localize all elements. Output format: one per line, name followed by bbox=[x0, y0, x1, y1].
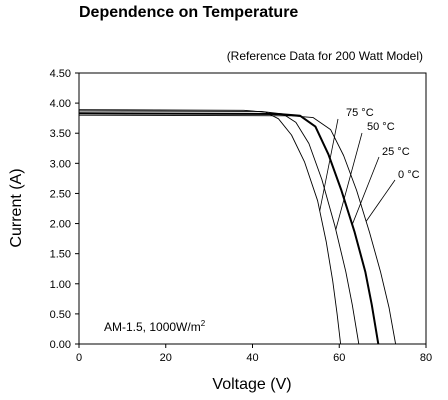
series-label: 75 °C bbox=[346, 107, 374, 119]
y-tick-label: 3.00 bbox=[50, 158, 71, 170]
y-tick-label: 0.50 bbox=[50, 309, 71, 321]
series-curve bbox=[78, 114, 397, 345]
series-curve bbox=[78, 110, 360, 345]
series-labels: 75 °C50 °C25 °C0 °C bbox=[346, 107, 420, 181]
y-tick-label: 0.00 bbox=[50, 339, 71, 351]
series-label-unit: °C bbox=[407, 169, 419, 181]
x-tick-label: 20 bbox=[160, 352, 172, 364]
series-label-value: 0 bbox=[398, 169, 407, 181]
series-leader-line bbox=[351, 156, 380, 225]
y-axis-title: Current (A) bbox=[8, 168, 25, 247]
series-label-unit: °C bbox=[361, 107, 373, 119]
y-axis-ticks: 0.00 0.50 1.00 1.50 2.00 2.50 3.00 3.50 4.00 4.50 bbox=[50, 68, 79, 351]
series-label-value: 50 bbox=[367, 121, 382, 133]
x-axis-ticks: 0 20 40 60 80 bbox=[76, 344, 432, 364]
series-label-value: 25 bbox=[382, 146, 397, 158]
chart-subtitle: (Reference Data for 200 Watt Model) bbox=[226, 49, 423, 63]
series-leader-lines bbox=[319, 118, 396, 230]
y-tick-label: 1.50 bbox=[50, 249, 71, 261]
series-label-unit: °C bbox=[397, 146, 409, 158]
series-label-value: 75 bbox=[346, 107, 361, 119]
series-label: 25 °C bbox=[382, 146, 410, 158]
y-tick-label: 2.50 bbox=[50, 188, 71, 200]
x-tick-label: 80 bbox=[420, 352, 432, 364]
y-tick-label: 4.50 bbox=[50, 68, 71, 80]
x-tick-label: 40 bbox=[246, 352, 258, 364]
series-leader-line bbox=[335, 132, 363, 230]
x-axis-title: Voltage (V) bbox=[212, 376, 291, 393]
series-leader-line bbox=[319, 118, 339, 211]
series-label: 50 °C bbox=[367, 121, 395, 133]
series-leader-line bbox=[365, 179, 396, 222]
series-label: 0 °C bbox=[398, 169, 420, 181]
condition-text: AM-1.5, 1000W/m bbox=[104, 320, 201, 334]
series-curve bbox=[78, 112, 380, 345]
series-curves bbox=[78, 109, 397, 345]
y-tick-label: 2.00 bbox=[50, 219, 71, 231]
x-tick-label: 0 bbox=[76, 352, 82, 364]
x-tick-label: 60 bbox=[333, 352, 345, 364]
y-tick-label: 3.50 bbox=[50, 128, 71, 140]
condition-annotation: AM-1.5, 1000W/m2 bbox=[104, 319, 206, 334]
chart-title: Dependence on Temperature bbox=[79, 4, 299, 21]
series-label-unit: °C bbox=[382, 121, 394, 133]
series-curve bbox=[78, 109, 342, 345]
condition-superscript: 2 bbox=[201, 319, 206, 328]
y-tick-label: 1.00 bbox=[50, 279, 71, 291]
y-tick-label: 4.00 bbox=[50, 98, 71, 110]
